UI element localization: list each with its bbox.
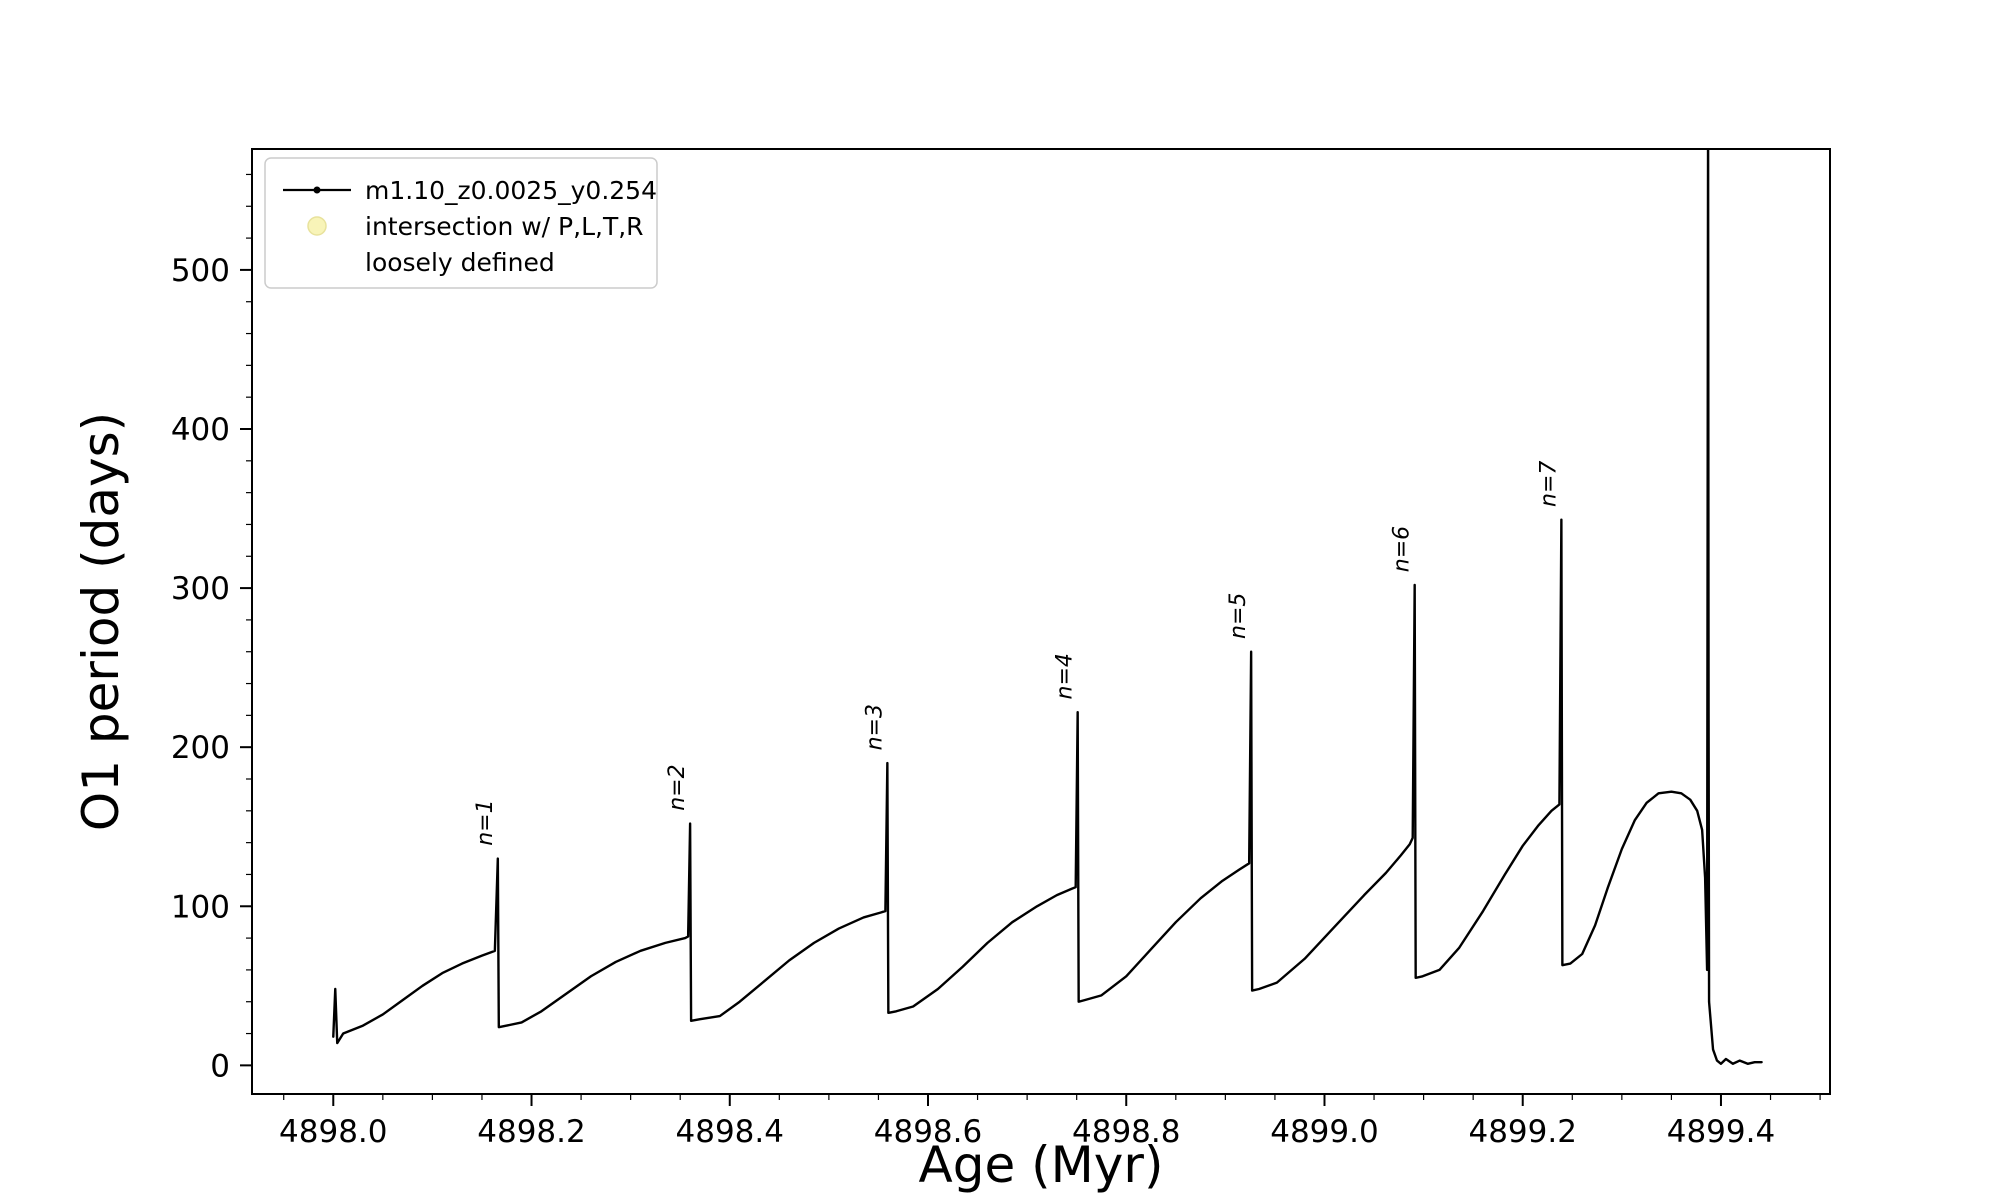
y-tick-label: 100 [171,889,230,925]
y-axis-label: O1 period (days) [72,412,130,831]
legend-point-marker [313,186,321,194]
axes-frame [251,148,1831,1095]
legend-label: intersection w/ P,L,T,R [365,212,644,241]
spike-label: n=4 [1053,653,1078,699]
x-tick-label: 4899.2 [1468,1114,1576,1150]
x-axis: 4898.0 4898.2 4898.4 4898.6 4898.8 4899.0 4899… [279,1094,1821,1150]
spike-label: n=1 [473,799,498,845]
y-axis: 0 100 200 300 400 500 [171,173,252,1084]
spike-annotations: n=1 n=2 n=3 n=4 n=5 n=6 n=7 [473,461,1562,846]
x-tick-label: 4898.0 [279,1114,387,1150]
x-tick-label: 4898.4 [676,1114,784,1150]
y-tick-label: 400 [171,412,230,448]
series-line [332,149,1763,1065]
x-tick-label: 4898.8 [1072,1114,1180,1150]
legend-label: loosely defined [365,248,555,277]
x-tick-label: 4899.0 [1270,1114,1378,1150]
x-axis-label: Age (Myr) [919,1136,1164,1194]
x-tick-label: 4899.4 [1667,1114,1775,1150]
y-tick-label: 300 [171,571,230,607]
y-tick-label: 500 [171,253,230,289]
spike-label: n=2 [665,764,690,810]
x-tick-label: 4898.6 [874,1114,982,1150]
spike-label: n=7 [1536,461,1561,507]
x-tick-label: 4898.2 [477,1114,585,1150]
y-tick-label: 0 [210,1048,230,1084]
spike-label: n=6 [1390,526,1415,572]
spike-label: n=3 [862,704,887,750]
legend: m1.10_z0.0025_y0.254 intersection w/ P,L,… [264,157,658,289]
legend-intersection-marker [307,216,327,236]
spike-label: n=5 [1226,593,1251,639]
y-tick-label: 200 [171,730,230,766]
legend-label: m1.10_z0.0025_y0.254 [365,176,657,205]
